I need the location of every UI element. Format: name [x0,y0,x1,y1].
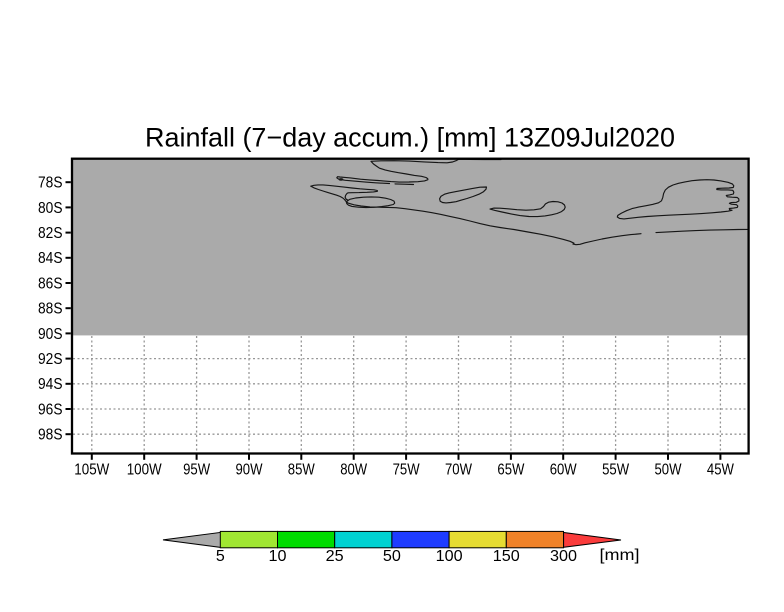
svg-text:82S: 82S [38,225,63,242]
svg-text:86S: 86S [38,275,63,292]
svg-text:94S: 94S [38,376,63,393]
svg-text:65W: 65W [497,461,525,478]
svg-text:80W: 80W [340,461,368,478]
svg-text:10: 10 [269,548,287,565]
svg-text:100W: 100W [127,461,163,478]
svg-text:60W: 60W [550,461,578,478]
svg-text:50: 50 [383,548,401,565]
svg-text:95W: 95W [183,461,211,478]
svg-text:[mm]: [mm] [600,547,640,564]
svg-text:70W: 70W [445,461,473,478]
svg-text:300: 300 [550,548,577,565]
svg-text:105W: 105W [74,461,110,478]
svg-text:150: 150 [493,548,520,565]
svg-text:80S: 80S [38,200,63,217]
svg-text:100: 100 [436,548,463,565]
svg-text:78S: 78S [38,175,63,192]
svg-text:45W: 45W [707,461,735,478]
svg-text:25: 25 [326,548,344,565]
svg-text:50W: 50W [655,461,683,478]
svg-text:85W: 85W [288,461,316,478]
svg-text:Rainfall (7−day accum.) [mm] 1: Rainfall (7−day accum.) [mm] 13Z09Jul202… [145,123,675,153]
svg-text:96S: 96S [38,401,63,418]
svg-text:90W: 90W [236,461,264,478]
svg-text:5: 5 [216,548,225,565]
svg-text:75W: 75W [393,461,421,478]
svg-text:98S: 98S [38,427,63,444]
svg-text:90S: 90S [38,326,63,343]
svg-text:88S: 88S [38,301,63,318]
svg-text:92S: 92S [38,351,63,368]
svg-text:84S: 84S [38,250,63,267]
svg-text:55W: 55W [602,461,630,478]
